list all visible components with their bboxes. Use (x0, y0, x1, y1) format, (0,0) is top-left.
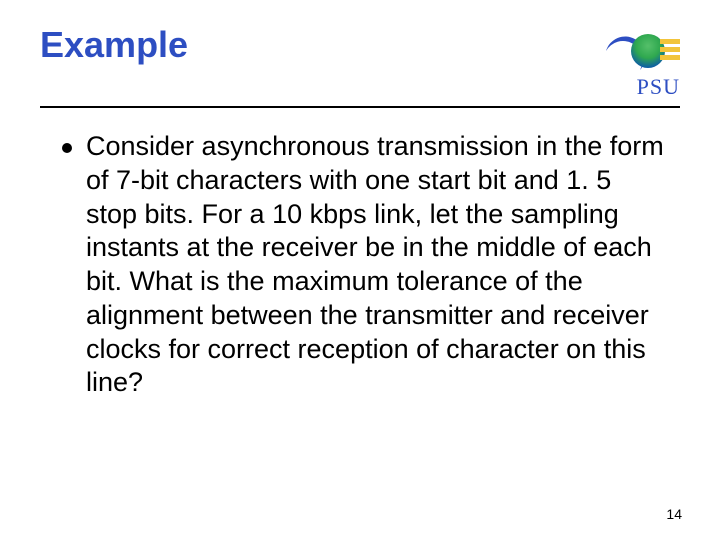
slide-body: Consider asynchronous transmission in th… (40, 130, 680, 400)
slide: Example P (0, 0, 720, 540)
logo-block: PSU (600, 30, 680, 100)
bullet-dot-icon (62, 143, 72, 153)
slide-title: Example (40, 24, 188, 66)
bullet-text: Consider asynchronous transmission in th… (86, 130, 666, 400)
org-logo-icon (600, 30, 680, 72)
bullet-item: Consider asynchronous transmission in th… (62, 130, 680, 400)
title-row: Example P (40, 24, 680, 100)
page-number: 14 (666, 506, 682, 522)
title-divider (40, 106, 680, 108)
org-label: PSU (637, 74, 680, 100)
